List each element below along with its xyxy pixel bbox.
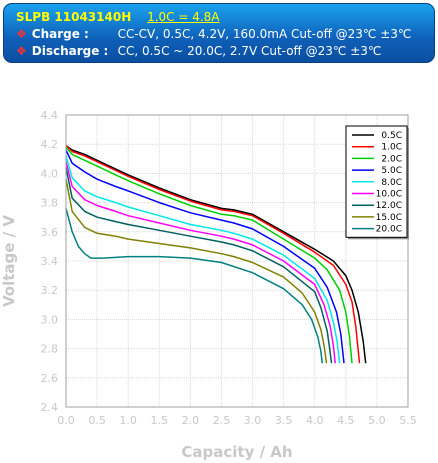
plot-frame — [65, 114, 409, 408]
series-line-20-0c — [65, 208, 323, 364]
legend-label: 10.0C — [376, 190, 402, 200]
series-line-5-0c — [65, 149, 345, 364]
y-tick-label: 2.8 — [41, 343, 59, 356]
y-tick-labels: 2.4 2.6 2.8 3.0 3.2 3.4 3.6 3.8 4.0 4.2 4.4 — [41, 109, 59, 414]
legend-label: 5.0C — [381, 166, 402, 176]
y-tick-label: 3.2 — [41, 284, 59, 297]
charge-text: CC-CV, 0.5C, 4.2V, 160.0mA Cut-off @23℃ … — [117, 27, 412, 41]
series-line-8-0c — [65, 155, 341, 364]
rate-label: 1.0C = 4.8A — [147, 10, 220, 24]
y-axis-title: Voltage / V — [0, 215, 18, 307]
x-tick-labels: 0.0 0.5 1.0 1.5 2.0 2.5 3.0 3.5 4.0 4.5 5.0 5.5 — [57, 414, 417, 427]
discharge-label: Discharge : — [31, 44, 109, 58]
legend-label: 0.5C — [381, 131, 402, 141]
x-tick-label: 2.0 — [182, 414, 200, 427]
legend-label: 1.0C — [381, 143, 402, 153]
y-tick-label: 4.4 — [41, 109, 59, 122]
series-line-12-0c — [65, 167, 333, 364]
legend-label: 8.0C — [381, 178, 402, 188]
x-tick-label: 3.0 — [244, 414, 262, 427]
legend-label: 2.0C — [381, 154, 402, 164]
x-tick-label: 3.5 — [275, 414, 293, 427]
series-lines — [65, 145, 367, 364]
series-line-0-5c — [65, 145, 367, 364]
y-tick-label: 4.2 — [41, 138, 59, 151]
x-tick-label: 1.0 — [119, 414, 137, 427]
legend-label: 20.0C — [376, 225, 402, 235]
charge-label: Charge : — [31, 27, 89, 41]
y-tick-label: 2.4 — [41, 401, 59, 414]
y-tick-label: 3.4 — [41, 255, 59, 268]
y-tick-label: 3.8 — [41, 197, 59, 210]
x-tick-label: 4.5 — [337, 414, 355, 427]
model-name: SLPB 11043140H — [16, 10, 132, 24]
bullet-icon: ❖ — [16, 44, 27, 58]
x-tick-label: 2.5 — [213, 414, 231, 427]
header-discharge-line: ❖ Discharge : CC, 0.5C ~ 20.0C, 2.7V Cut-… — [16, 44, 381, 58]
discharge-text: CC, 0.5C ~ 20.0C, 2.7V Cut-off @23℃ ±3℃ — [117, 44, 382, 58]
x-axis-title: Capacity / Ah — [181, 443, 292, 461]
x-tick-label: 5.0 — [368, 414, 386, 427]
header-model-line: SLPB 11043140H 1.0C = 4.8A — [16, 10, 220, 24]
series-line-2-0c — [65, 146, 353, 364]
bullet-icon: ❖ — [16, 27, 27, 41]
legend-label: 12.0C — [376, 201, 402, 211]
x-tick-label: 0.0 — [57, 414, 75, 427]
legend-label: 15.0C — [376, 213, 402, 223]
series-line-10-0c — [65, 161, 336, 364]
series-line-15-0c — [65, 179, 328, 364]
x-tick-label: 4.0 — [306, 414, 324, 427]
x-tick-label: 1.5 — [151, 414, 169, 427]
y-tick-label: 2.6 — [41, 372, 59, 385]
series-line-1-0c — [65, 145, 361, 364]
header-charge-line: ❖ Charge : CC-CV, 0.5C, 4.2V, 160.0mA Cut… — [16, 27, 411, 41]
info-header: SLPB 11043140H 1.0C = 4.8A ❖ Charge : CC-… — [3, 3, 435, 63]
y-tick-label: 4.0 — [41, 167, 59, 180]
x-tick-label: 5.5 — [399, 414, 417, 427]
y-tick-label: 3.6 — [41, 226, 59, 239]
x-tick-label: 0.5 — [88, 414, 106, 427]
y-tick-label: 3.0 — [41, 313, 59, 326]
